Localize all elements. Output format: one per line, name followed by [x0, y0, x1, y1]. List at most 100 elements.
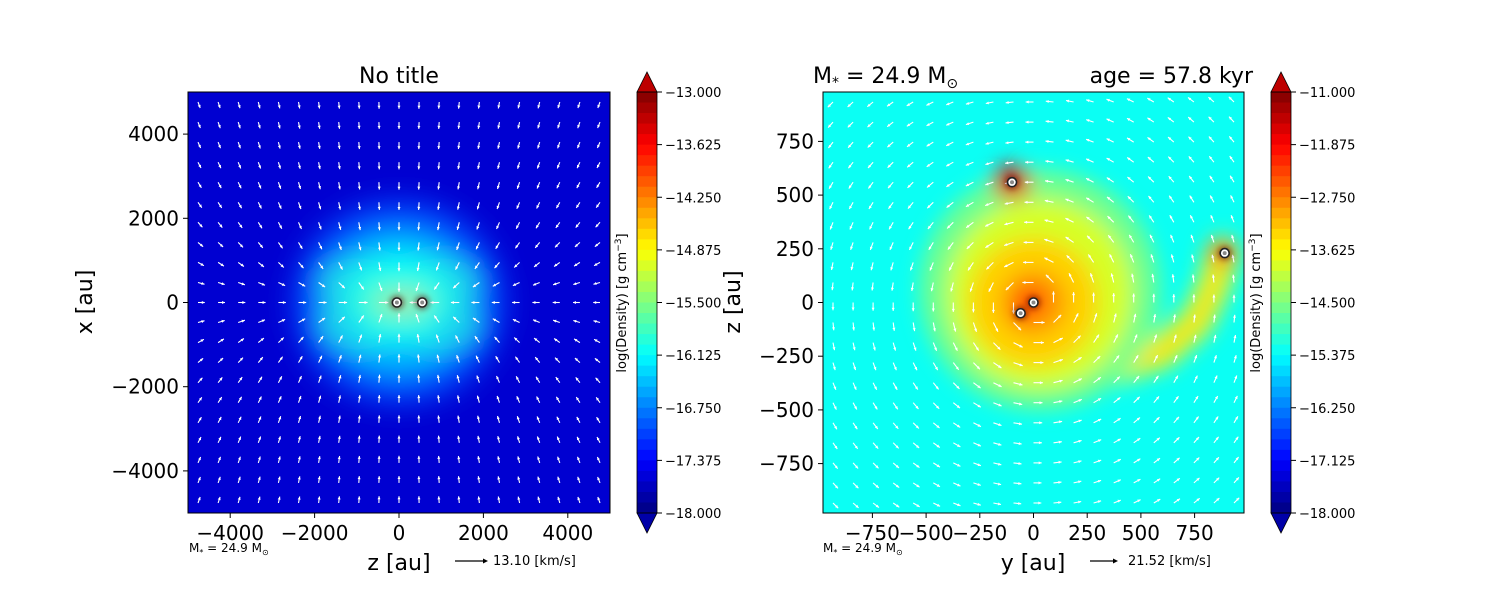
velocity-arrow-head	[318, 395, 322, 399]
velocity-arrow-head	[1072, 292, 1076, 296]
velocity-arrow-head	[514, 264, 518, 268]
velocity-arrow-head	[908, 225, 912, 230]
velocity-arrow-head	[397, 207, 401, 210]
colorbar-tick-label: −16.125	[665, 349, 721, 364]
velocity-arrow-head	[1215, 436, 1219, 441]
y-tick-label: −750	[759, 452, 814, 476]
velocity-arrow-head	[868, 164, 872, 168]
velocity-arrow-head	[378, 267, 382, 271]
velocity-arrow-head	[1117, 479, 1121, 483]
colorbar-segment	[1271, 123, 1291, 135]
velocity-arrow-head	[515, 245, 519, 249]
velocity-arrow-head	[357, 435, 361, 439]
velocity-arrow-head	[258, 205, 262, 209]
velocity-arrow-head	[557, 125, 561, 129]
velocity-arrow-head	[894, 406, 898, 410]
velocity-arrow-head	[537, 436, 540, 440]
velocity-arrow-head	[537, 476, 541, 480]
velocity-arrow-head	[241, 282, 245, 286]
velocity-arrow-head	[535, 244, 539, 248]
velocity-arrow-head	[927, 225, 931, 229]
velocity-arrow-head	[1152, 293, 1156, 297]
velocity-arrow-head	[1168, 137, 1172, 141]
velocity-arrow-head	[1097, 500, 1102, 504]
velocity-arrow-head	[1137, 458, 1141, 462]
colorbar-segment	[637, 323, 657, 335]
velocity-arrow-head	[875, 465, 879, 469]
velocity-arrow-head	[554, 263, 558, 267]
velocity-arrow-head	[1147, 98, 1151, 101]
velocity-arrow-head	[379, 313, 383, 318]
velocity-arrow-head	[298, 185, 302, 189]
velocity-arrow-head	[514, 337, 518, 341]
left-quiver-key-label: 13.10 [km/s]	[493, 554, 576, 569]
velocity-arrow-head	[1137, 438, 1141, 442]
velocity-arrow-head	[1019, 402, 1023, 406]
velocity-arrow-head	[966, 224, 970, 228]
velocity-arrow-head	[1065, 139, 1069, 143]
velocity-arrow-head	[577, 476, 581, 481]
colorbar-segment	[1271, 386, 1291, 398]
velocity-arrow-head	[496, 395, 500, 400]
velocity-arrow-head	[596, 184, 600, 188]
colorbar-segment	[637, 92, 657, 104]
velocity-arrow-head	[397, 186, 401, 190]
colorbar-segment	[1271, 291, 1291, 304]
velocity-arrow-head	[1065, 237, 1069, 240]
velocity-arrow-head	[257, 125, 261, 129]
velocity-arrow-head	[1045, 100, 1049, 103]
velocity-arrow-head	[1196, 498, 1200, 502]
velocity-arrow-head	[1134, 334, 1138, 338]
velocity-arrow-head	[931, 308, 935, 312]
velocity-arrow-head	[912, 327, 916, 332]
velocity-arrow-head	[1230, 215, 1234, 219]
velocity-arrow-head	[855, 465, 859, 469]
velocity-arrow-head	[417, 374, 421, 378]
velocity-arrow-head	[1168, 176, 1172, 180]
colorbar-segment	[637, 113, 657, 125]
velocity-arrow-head	[946, 183, 950, 187]
colorbar-segment	[1271, 397, 1291, 409]
velocity-arrow-head	[457, 415, 460, 419]
velocity-arrow-head	[1106, 138, 1110, 142]
colorbar-tick-label: −14.500	[1299, 297, 1355, 312]
velocity-arrow-head	[870, 267, 874, 271]
velocity-arrow-head	[299, 245, 303, 249]
velocity-arrow-head	[1195, 416, 1199, 420]
velocity-arrow-head	[261, 282, 265, 286]
velocity-arrow-head	[497, 105, 501, 109]
velocity-arrow-head	[1127, 196, 1131, 200]
velocity-arrow-head	[455, 266, 459, 270]
velocity-arrow-head	[1175, 375, 1178, 379]
velocity-arrow-head	[597, 437, 600, 441]
velocity-arrow-head	[457, 186, 460, 190]
velocity-arrow-head	[1065, 218, 1069, 221]
velocity-arrow-head	[832, 327, 835, 331]
velocity-arrow-head	[1213, 334, 1217, 339]
velocity-arrow-head	[357, 476, 361, 480]
velocity-arrow-head	[297, 145, 301, 149]
velocity-arrow-head	[597, 476, 601, 481]
velocity-arrow-head	[437, 105, 441, 109]
velocity-arrow-head	[477, 415, 480, 419]
velocity-arrow-head	[1157, 499, 1161, 502]
velocity-arrow-head	[494, 264, 498, 269]
velocity-arrow-head	[1018, 422, 1022, 426]
velocity-arrow-head	[357, 415, 361, 419]
density-lobe-3	[320, 262, 393, 301]
velocity-arrow-head	[577, 496, 581, 501]
velocity-arrow-head	[358, 374, 362, 379]
velocity-arrow-head	[965, 101, 970, 105]
colorbar-segment	[637, 123, 657, 135]
velocity-arrow-head	[218, 184, 222, 189]
velocity-arrow-head	[360, 315, 364, 319]
velocity-arrow-head	[199, 224, 203, 228]
velocity-arrow-head	[1005, 101, 1009, 104]
velocity-arrow-head	[357, 105, 361, 109]
velocity-arrow-head	[557, 476, 561, 480]
velocity-arrow-head	[1190, 215, 1193, 219]
velocity-arrow-head	[1153, 314, 1157, 318]
velocity-arrow-head	[1023, 260, 1027, 264]
velocity-arrow-head	[397, 166, 401, 170]
velocity-arrow-head	[894, 386, 898, 390]
